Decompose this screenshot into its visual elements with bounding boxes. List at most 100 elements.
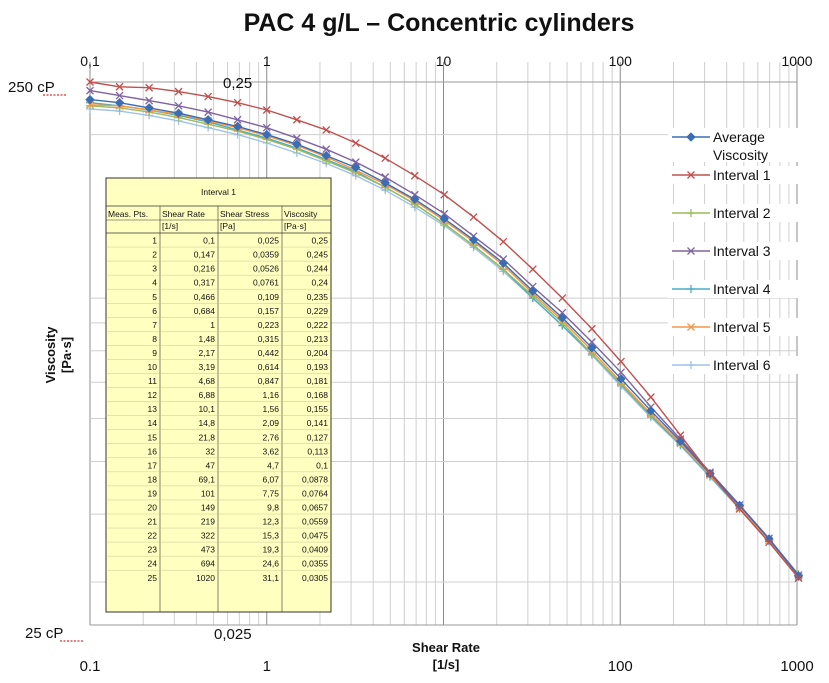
data-point — [115, 91, 124, 100]
data-point — [351, 162, 361, 173]
table-cell: 20 — [148, 503, 158, 513]
x-tick-label-top: 1 — [263, 53, 271, 69]
data-point — [204, 92, 213, 101]
table-cell: 31,1 — [262, 573, 279, 583]
table-cell: 8 — [152, 334, 157, 344]
table-header: Shear Rate — [162, 209, 205, 219]
data-point — [439, 214, 449, 224]
table-header: Meas. Pts. — [108, 209, 148, 219]
data-point — [145, 83, 154, 92]
x-tick-label-top: 10 — [436, 53, 452, 69]
legend-item: Interval 6 — [668, 356, 818, 374]
table-cell: 0,216 — [194, 264, 216, 274]
legend-label: Interval 3 — [713, 243, 771, 259]
table-cell: 3 — [152, 264, 157, 274]
legend-background — [668, 204, 818, 222]
data-point — [469, 213, 478, 222]
table-cell: 17 — [148, 460, 158, 470]
table-header: Shear Stress — [220, 209, 269, 219]
data-point — [174, 101, 183, 110]
table-cell: 0,229 — [307, 306, 329, 316]
table-title: Interval 1 — [201, 187, 236, 197]
table-cell: 0,0355 — [302, 559, 328, 569]
table-cell: 0,244 — [307, 264, 329, 274]
table-cell: 0,0761 — [253, 278, 279, 288]
table-cell: 15 — [148, 432, 158, 442]
y-label-top-left: 250 cP — [8, 79, 55, 96]
table-cell: 0,614 — [258, 362, 280, 372]
table-cell: 9,8 — [267, 503, 279, 513]
table-cell: 219 — [201, 517, 215, 527]
data-point — [587, 338, 596, 346]
table-cell: 16 — [148, 446, 158, 456]
x-tick-label-top: 100 — [609, 53, 633, 69]
table-cell: 0,684 — [194, 306, 216, 316]
table-cell: 0,315 — [258, 334, 280, 344]
legend-label: Interval 4 — [713, 281, 771, 297]
legend-item: Average Viscosity — [668, 128, 818, 163]
data-point — [706, 469, 714, 478]
data-point — [499, 237, 508, 246]
data-point — [528, 265, 537, 274]
table-cell: 473 — [201, 545, 215, 555]
data-point — [675, 436, 686, 446]
data-point — [687, 171, 695, 179]
table-cell: 0,193 — [307, 362, 329, 372]
data-point — [686, 132, 696, 142]
legend-label: Interval 1 — [713, 167, 771, 183]
y-axis-title: Viscosity [Pa·s] — [43, 326, 74, 384]
y-label-top-inner: 0,25 — [223, 75, 252, 92]
data-point — [587, 324, 596, 333]
x-axis-title-line2: [1/s] — [433, 657, 460, 672]
data-point — [262, 106, 271, 114]
data-point — [86, 78, 94, 86]
table-cell: 0,0559 — [302, 517, 328, 527]
table-cell: 14 — [148, 418, 158, 428]
data-point — [232, 121, 243, 132]
data-point — [233, 115, 242, 124]
legend-background — [668, 242, 818, 260]
table-unit: [Pa] — [220, 221, 235, 231]
table-cell: 0,0526 — [253, 264, 279, 274]
table-cell: 4,7 — [267, 460, 279, 470]
legend-item: Interval 4 — [668, 280, 818, 298]
data-point — [498, 258, 509, 268]
table-cell: 7 — [152, 320, 157, 330]
table-cell: 32 — [206, 446, 216, 456]
table-cell: 19,3 — [262, 545, 279, 555]
table-cell: 0,213 — [307, 334, 329, 344]
table-cell: 0,113 — [307, 446, 328, 456]
data-point — [440, 209, 449, 218]
table-cell: 0,317 — [194, 278, 216, 288]
legend-background — [668, 166, 818, 184]
table-cell: 12 — [148, 390, 158, 400]
data-point — [794, 574, 803, 583]
table-cell: 0,0359 — [253, 250, 279, 260]
table-background — [105, 177, 332, 613]
table-header: Viscosity — [284, 209, 318, 219]
table-cell: 0,0409 — [302, 545, 328, 555]
table-cell: 0,0657 — [302, 503, 328, 513]
x-tick-label-bottom: 1000 — [780, 658, 813, 675]
x-tick-label-bottom: 0.1 — [80, 658, 101, 675]
data-point — [321, 150, 331, 161]
data-point — [440, 190, 449, 199]
table-cell: 322 — [201, 531, 215, 541]
table-cell: 0,1 — [203, 236, 215, 246]
chart-title: PAC 4 g/L – Concentric cylinders — [244, 9, 635, 37]
data-point — [687, 323, 695, 331]
table-cell: 0,0475 — [302, 531, 328, 541]
data-point — [292, 139, 302, 149]
table-cell: 0,0764 — [302, 488, 328, 498]
series-interval-1 — [86, 78, 803, 583]
y-label-bottom-left: 25 cP — [25, 625, 63, 642]
table-cell: 6,88 — [198, 390, 215, 400]
data-point — [381, 154, 390, 163]
table-cell: 1 — [152, 236, 157, 246]
data-point — [617, 368, 625, 377]
table-cell: 19 — [148, 488, 158, 498]
legend-background — [668, 318, 818, 336]
x-tick-label-bottom: 100 — [608, 658, 633, 675]
data-point — [145, 96, 154, 105]
